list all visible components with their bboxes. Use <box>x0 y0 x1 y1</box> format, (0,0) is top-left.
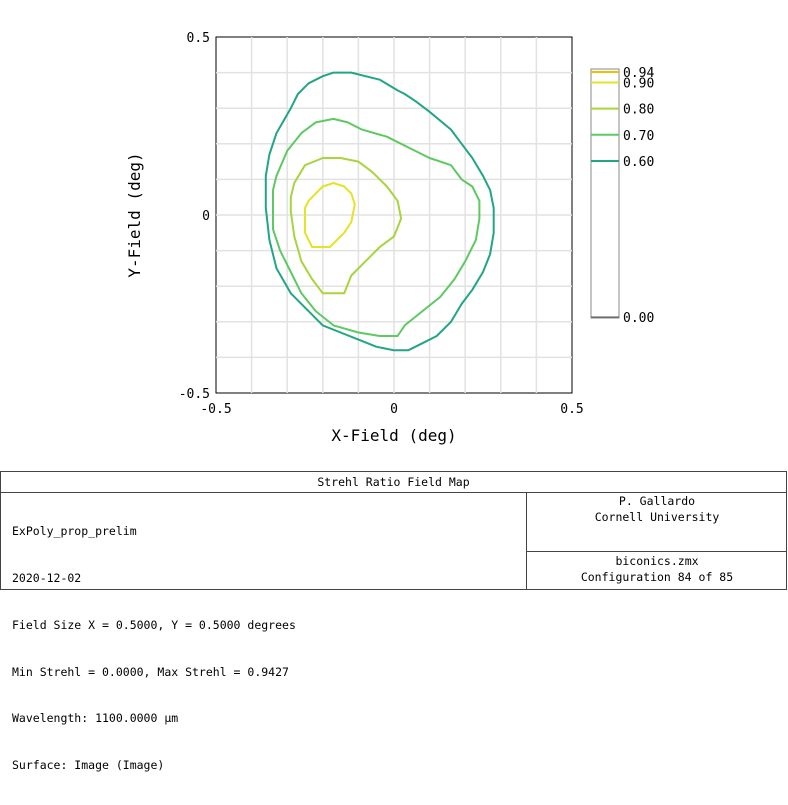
x-axis-label: X-Field (deg) <box>331 426 456 445</box>
info-line-strehl: Min Strehl = 0.0000, Max Strehl = 0.9427 <box>12 664 289 679</box>
info-author: P. Gallardo <box>618 494 696 508</box>
legend-label-0-90: 0.90 <box>623 76 654 91</box>
y-tick-label: 0 <box>202 209 210 224</box>
legend-label-0-00: 0.00 <box>623 311 654 326</box>
y-tick-label: 0.5 <box>187 31 210 46</box>
legend-label-0-70: 0.70 <box>623 129 654 144</box>
contour-0-90 <box>304 182 356 248</box>
info-line-field-size: Field Size X = 0.5000, Y = 0.5000 degree… <box>12 617 296 632</box>
legend-box <box>590 68 620 319</box>
contour-0-70 <box>272 117 481 337</box>
tick-labels: -0.5 0 0.5 0.5 0 -0.5 <box>179 31 584 417</box>
strehl-chart: -0.5 0 0.5 0.5 0 -0.5 X-Field (deg) Y-Field (… <box>125 31 654 445</box>
legend: 0.940.90 0.80 0.70 0.60 0.00 <box>590 66 654 326</box>
info-details: ExPoly_prop_prelim 2020-12-02 Field Size… <box>12 493 296 805</box>
info-configuration: Configuration 84 of 85 <box>580 569 734 584</box>
grid-lines <box>216 37 572 393</box>
x-tick-label: 0.5 <box>560 402 583 417</box>
info-line-date: 2020-12-02 <box>12 570 82 585</box>
info-file: biconics.zmx <box>615 554 699 568</box>
info-line-wavelength: Wavelength: 1100.0000 µm <box>12 711 179 726</box>
info-title: Strehl Ratio Field Map <box>1 472 786 493</box>
legend-label-0-80: 0.80 <box>623 103 654 118</box>
info-file-block: biconics.zmx Configuration 84 of 85 <box>526 552 787 590</box>
y-axis-label: Y-Field (deg) <box>125 152 144 277</box>
info-line-surface: Surface: Image (Image) <box>12 758 165 773</box>
info-organization: Cornell University <box>594 509 720 524</box>
info-line-lens: ExPoly_prop_prelim <box>12 524 137 539</box>
contour-0-60 <box>264 71 495 352</box>
x-tick-label: -0.5 <box>200 402 231 417</box>
x-tick-label: 0 <box>390 402 398 417</box>
contour-lines <box>264 71 495 352</box>
info-panel: Strehl Ratio Field Map ExPoly_prop_preli… <box>0 471 787 772</box>
legend-label-0-94: 0.94 <box>623 66 654 81</box>
y-tick-label: -0.5 <box>179 387 210 402</box>
legend-label-0-60: 0.60 <box>623 155 654 170</box>
contour-0-80 <box>289 157 403 295</box>
info-author-block: P. Gallardo Cornell University <box>526 492 787 552</box>
